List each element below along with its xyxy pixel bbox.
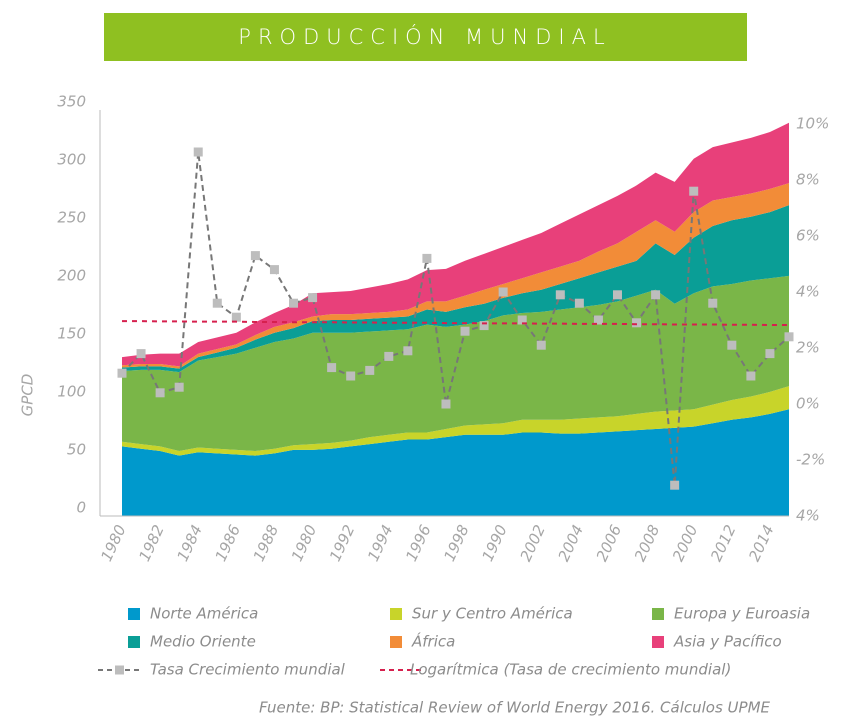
y2-tick-label: 0% [796, 395, 820, 413]
title-banner [104, 13, 747, 61]
x-tick-label: 2008 [631, 522, 663, 564]
x-tick-label: 1980 [97, 522, 129, 564]
area [122, 275, 789, 452]
legend-swatch [390, 608, 402, 620]
x-tick-label: 1994 [364, 522, 396, 564]
x-tick-label: 2012 [707, 522, 739, 564]
y-tick-label: 300 [57, 151, 86, 169]
legend-swatch [128, 608, 140, 620]
marker [269, 265, 279, 275]
marker [346, 371, 356, 381]
legend-label: Europa y Euroasia [674, 605, 810, 623]
y2-tick-label: 6% [796, 227, 820, 245]
legend-label: Norte América [150, 605, 258, 623]
x-tick-label: 2014 [745, 522, 777, 564]
marker [441, 399, 451, 409]
marker [555, 290, 565, 300]
x-tick-label: 1992 [326, 522, 358, 564]
marker [289, 298, 299, 308]
x-tick-label: 1998 [440, 522, 472, 564]
area [122, 205, 789, 373]
marker [422, 253, 432, 263]
marker [136, 349, 146, 359]
x-tick-label: 1984 [173, 522, 205, 564]
area [122, 183, 789, 369]
marker [765, 349, 775, 359]
y-tick-label: 150 [57, 325, 86, 343]
legend-swatch [652, 636, 664, 648]
marker [727, 340, 737, 350]
legend-label: Tasa Crecimiento mundial [150, 661, 346, 679]
marker [308, 293, 318, 303]
x-tick-label: 1982 [135, 522, 167, 564]
marker [250, 251, 260, 261]
legend-label: Sur y Centro América [412, 605, 573, 623]
legend-marker [115, 665, 124, 675]
marker [689, 186, 699, 196]
legend-label: Asia y Pacífico [673, 633, 782, 651]
legend-label: Logarítmica (Tasa de crecimiento mundial… [410, 661, 731, 679]
legend-label: África [411, 632, 455, 651]
area [122, 386, 789, 456]
marker [117, 368, 127, 378]
legend-swatch [128, 636, 140, 648]
marker [327, 363, 337, 373]
area [122, 409, 789, 516]
line [121, 151, 790, 486]
x-tick-label: 1996 [402, 522, 434, 564]
y-tick-label: 0 [76, 499, 86, 517]
legend-swatch [390, 636, 402, 648]
marker [498, 287, 508, 297]
y-tick-label: 50 [67, 441, 86, 459]
marker [212, 298, 222, 308]
y2-tick-label: 10% [796, 115, 829, 133]
x-tick-label: 2000 [669, 522, 701, 564]
marker [784, 332, 794, 342]
y-tick-label: 250 [57, 209, 86, 227]
x-tick-label: 1986 [212, 522, 244, 564]
x-tick-label: 1988 [250, 522, 282, 564]
marker [155, 388, 165, 398]
legend-label: Medio Oriente [150, 633, 256, 651]
marker [612, 290, 622, 300]
x-tick-label: 1980 [288, 522, 320, 564]
marker [231, 312, 241, 322]
y-axis-label: GPCD [19, 374, 37, 417]
marker [517, 315, 527, 325]
marker [651, 290, 661, 300]
marker [632, 318, 642, 328]
marker [384, 351, 394, 361]
source: Fuente: BP: Statistical Review of World … [259, 699, 771, 717]
marker [574, 298, 584, 308]
marker [365, 365, 375, 375]
area [122, 122, 789, 367]
chart-title: PRODUCCIÓN MUNDIAL [238, 24, 611, 49]
marker [670, 480, 680, 490]
marker [746, 371, 756, 381]
x-tick-label: 2006 [593, 522, 625, 564]
y2-tick-label: 4% [796, 283, 820, 301]
y2-tick-label: 2% [796, 339, 820, 357]
y-tick-label: 100 [57, 383, 86, 401]
x-tick-label: 1990 [478, 522, 510, 564]
y2-tick-label: 4% [796, 507, 820, 525]
marker [460, 326, 470, 336]
marker [479, 321, 489, 331]
y2-tick-label: 8% [796, 171, 820, 189]
marker [174, 382, 184, 392]
y2-tick-label: -2% [796, 451, 825, 469]
marker [593, 315, 603, 325]
marker [193, 147, 203, 157]
marker [403, 346, 413, 356]
x-tick-label: 2004 [555, 522, 587, 564]
y-tick-label: 200 [57, 267, 86, 285]
legend-swatch [652, 608, 664, 620]
marker [536, 340, 546, 350]
marker [708, 298, 718, 308]
x-tick-label: 2002 [517, 522, 549, 564]
line [122, 320, 789, 327]
y-tick-label: 350 [57, 93, 86, 111]
